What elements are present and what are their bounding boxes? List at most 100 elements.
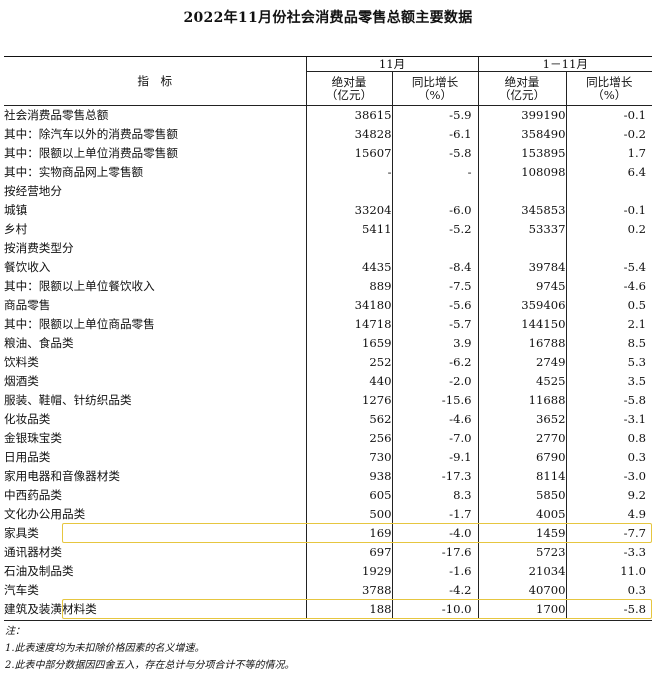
- nov-absolute-value: 4435: [305, 258, 392, 277]
- nov-absolute-value: 14718: [305, 315, 392, 334]
- table-row: 城镇 33204 -6.0 345853 -0.1: [4, 201, 653, 220]
- jan-nov-absolute-value: 1700: [477, 600, 567, 619]
- row-label: 日用品类: [4, 450, 51, 464]
- nov-yoy-growth: -10.0: [391, 600, 479, 619]
- jan-nov-absolute-value: 16788: [477, 334, 567, 353]
- nov-absolute-value: [305, 182, 392, 201]
- jan-nov-absolute-value: 399190: [477, 105, 567, 125]
- nov-yoy-growth: 8.3: [391, 486, 479, 505]
- jan-nov-yoy-growth: 6.4: [565, 163, 653, 182]
- jan-nov-absolute-value: 39784: [477, 258, 567, 277]
- table-row: 文化办公用品类 500 -1.7 4005 4.9: [4, 505, 653, 524]
- table-row: 化妆品类 562 -4.6 3652 -3.1: [4, 410, 653, 429]
- table-row: 金银珠宝类 256 -7.0 2770 0.8: [4, 429, 653, 448]
- nov-absolute-value: 33204: [305, 201, 392, 220]
- jan-nov-absolute-value: 3652: [477, 410, 567, 429]
- table-row: 建筑及装潢材料类 188 -10.0 1700 -5.8: [4, 600, 653, 619]
- jan-nov-yoy-growth: 5.3: [565, 353, 653, 372]
- jan-nov-absolute-value: 153895: [477, 144, 567, 163]
- table-row: 粮油、食品类 1659 3.9 16788 8.5: [4, 334, 653, 353]
- nov-absolute-value: -: [305, 163, 392, 182]
- highlight-box: [62, 599, 653, 619]
- nov-yoy-growth: -5.7: [391, 315, 479, 334]
- jan-nov-yoy-growth: 9.2: [565, 486, 653, 505]
- row-label: 商品零售: [4, 298, 51, 312]
- nov-absolute-value: [305, 239, 392, 258]
- table-row: 烟酒类 440 -2.0 4525 3.5: [4, 372, 653, 391]
- table-row: 餐饮收入 4435 -8.4 39784 -5.4: [4, 258, 653, 277]
- jan-nov-absolute-value: 4005: [477, 505, 567, 524]
- nov-absolute-value: 889: [305, 277, 392, 296]
- jan-nov-yoy-growth: 0.3: [565, 581, 653, 600]
- table-row: 商品零售 34180 -5.6 359406 0.5: [4, 296, 653, 315]
- jan-nov-yoy-growth: 11.0: [565, 562, 653, 581]
- nov-absolute-value: 1929: [305, 562, 392, 581]
- jan-nov-yoy-growth: 1.7: [565, 144, 653, 163]
- row-label: 金银珠宝类: [4, 431, 62, 445]
- table-row: 按经营地分: [4, 182, 653, 201]
- table-row: 饮料类 252 -6.2 2749 5.3: [4, 353, 653, 372]
- row-label: 汽车类: [4, 583, 39, 597]
- jan-nov-yoy-growth: -3.1: [565, 410, 653, 429]
- jan-nov-absolute-value: 5850: [477, 486, 567, 505]
- nov-absolute-value: 3788: [305, 581, 392, 600]
- row-label: 按消费类型分: [4, 241, 74, 255]
- jan-nov-absolute-value: 4525: [477, 372, 567, 391]
- table-row: 服装、鞋帽、针纺织品类 1276 -15.6 11688 -5.8: [4, 391, 653, 410]
- jan-nov-yoy-growth: -0.1: [565, 105, 653, 125]
- nov-yoy-growth: 3.9: [391, 334, 479, 353]
- row-label: 社会消费品零售总额: [4, 108, 109, 122]
- nov-yoy-growth: -5.9: [391, 105, 479, 125]
- table-row: 其中：限额以上单位商品零售 14718 -5.7 144150 2.1: [4, 315, 653, 334]
- nov-yoy-growth: [391, 182, 479, 201]
- nov-absolute-value: 697: [305, 543, 392, 562]
- table-row: 按消费类型分: [4, 239, 653, 258]
- indicator-header: 指 标: [4, 56, 306, 106]
- row-label: 城镇: [4, 203, 28, 217]
- nov-absolute-value: 5411: [305, 220, 392, 239]
- jan-nov-absolute-value: 2749: [477, 353, 567, 372]
- row-label: 石油及制品类: [4, 564, 74, 578]
- jan-nov-yoy-growth: -7.7: [565, 524, 653, 543]
- row-label: 其中：除汽车以外的消费品零售额: [4, 127, 178, 141]
- jan-nov-absolute-value: 345853: [477, 201, 567, 220]
- nov-yoy-growth: -1.7: [391, 505, 479, 524]
- note-2: 2.此表中部分数据因四舍五入，存在总计与分项合计不等的情况。: [5, 660, 295, 671]
- jan-nov-yoy-growth: -3.3: [565, 543, 653, 562]
- nov-yoy-growth: -7.0: [391, 429, 479, 448]
- nov-yoy-growth: -4.0: [391, 524, 479, 543]
- jan-nov-yoy-growth: 0.3: [565, 448, 653, 467]
- nov-yoy-growth: -8.4: [391, 258, 479, 277]
- jan-nov-yoy-growth: -4.6: [565, 277, 653, 296]
- table-row: 社会消费品零售总额 38615 -5.9 399190 -0.1: [4, 105, 653, 125]
- jan-nov-absolute-value: 11688: [477, 391, 567, 410]
- jan-nov-yoy-growth: 0.8: [565, 429, 653, 448]
- nov-absolute-value: 38615: [305, 105, 392, 125]
- row-label: 化妆品类: [4, 412, 51, 426]
- table-row: 通讯器材类 697 -17.6 5723 -3.3: [4, 543, 653, 562]
- nov-yoy-growth: -4.2: [391, 581, 479, 600]
- jan-nov-yoy-growth: -5.8: [565, 391, 653, 410]
- nov-absolute-value: 605: [305, 486, 392, 505]
- jan-nov-absolute-value: 359406: [477, 296, 567, 315]
- table-row: 其中：限额以上单位餐饮收入 889 -7.5 9745 -4.6: [4, 277, 653, 296]
- row-label: 其中：限额以上单位消费品零售额: [4, 146, 178, 160]
- row-label: 饮料类: [4, 355, 39, 369]
- row-label: 其中：限额以上单位餐饮收入: [4, 279, 155, 293]
- nov-absolute-value: 500: [305, 505, 392, 524]
- note-1: 1.此表速度均为未扣除价格因素的名义增速。: [5, 643, 205, 654]
- row-label: 服装、鞋帽、针纺织品类: [4, 393, 132, 407]
- jan-nov-absolute-value: 6790: [477, 448, 567, 467]
- table-row: 其中：限额以上单位消费品零售额 15607 -5.8 153895 1.7: [4, 144, 653, 163]
- row-label: 其中：限额以上单位商品零售: [4, 317, 155, 331]
- jan-nov-yoy-growth: [565, 182, 653, 201]
- jan-nov-absolute-value: [477, 182, 567, 201]
- nov-absolute-value: 256: [305, 429, 392, 448]
- data-table: 指 标 11月 1－11月 绝对量 （亿元） 同比增长 （%） 绝对量 （亿元）…: [4, 56, 653, 619]
- yoy-header-jan-nov: 同比增长 （%）: [565, 71, 653, 106]
- nov-yoy-growth: -2.0: [391, 372, 479, 391]
- nov-absolute-value: 1659: [305, 334, 392, 353]
- notes-label: 注：: [5, 626, 25, 637]
- row-label: 烟酒类: [4, 374, 39, 388]
- row-label: 按经营地分: [4, 184, 62, 198]
